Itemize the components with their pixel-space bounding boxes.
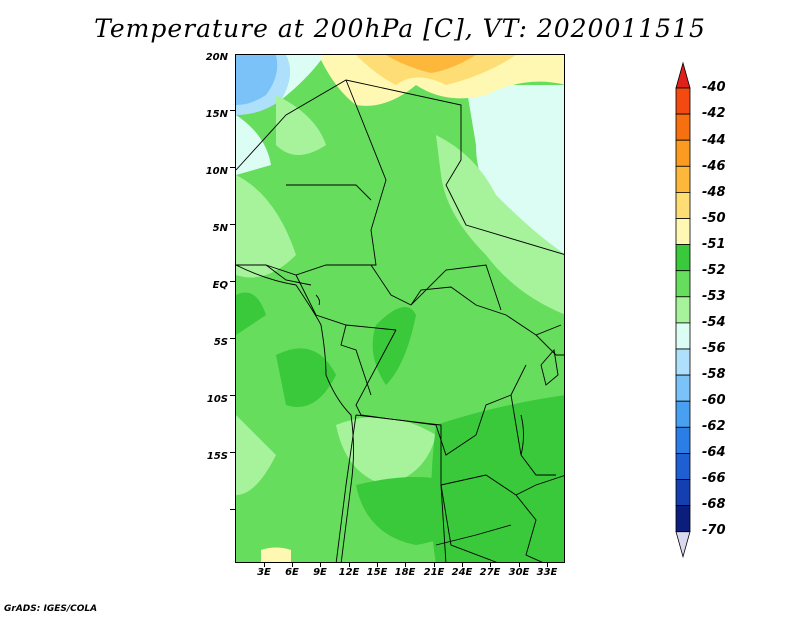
colorbar-label: -54: [702, 315, 726, 330]
colorbar-label: -51: [702, 237, 726, 252]
colorbar-label: -48: [702, 185, 726, 200]
colorbar-segment: [675, 426, 691, 454]
lat-label: 5N: [212, 223, 228, 234]
lon-tick: [490, 563, 491, 567]
colorbar-segment: [675, 400, 691, 428]
lon-tick: [320, 563, 321, 567]
lon-label: 9E: [313, 567, 327, 578]
colorbar-label: -64: [702, 445, 726, 460]
colorbar-segment: [675, 479, 691, 507]
field-52-south: [356, 477, 486, 545]
colorbar-segment: [675, 270, 691, 298]
colorbar-label: -56: [702, 341, 726, 356]
lon-label: 6E: [285, 567, 299, 578]
field-52-se: [431, 395, 564, 562]
colorbar-segment: [675, 218, 691, 246]
lon-label: 33E: [536, 567, 558, 578]
colorbar-segment: [675, 191, 691, 219]
lon-label: 30E: [508, 567, 530, 578]
colorbar-label: -58: [702, 367, 726, 382]
map-panel: [235, 54, 565, 563]
colorbar-segment: [675, 348, 691, 376]
colorbar-label: -62: [702, 419, 726, 434]
colorbar-label: -52: [702, 263, 726, 278]
lon-label: 3E: [257, 567, 271, 578]
colorbar-label: -44: [702, 133, 726, 148]
lat-label: EQ: [212, 280, 228, 291]
colorbar-label: -68: [702, 497, 726, 512]
lon-tick: [405, 563, 406, 567]
lat-label: 15S: [206, 451, 228, 462]
lon-tick: [292, 563, 293, 567]
colorbar-label: -53: [702, 289, 726, 304]
colorbar-segment: [675, 139, 691, 167]
colorbar-segment: [675, 244, 691, 272]
colorbar-segment: [675, 87, 691, 115]
field-52-central: [372, 307, 416, 385]
lon-tick: [547, 563, 548, 567]
colorbar-segment: [675, 165, 691, 193]
colorbar-segment: [675, 296, 691, 324]
lat-tick: [230, 395, 235, 396]
lon-tick: [264, 563, 265, 567]
colorbar-top-arrow: [675, 61, 691, 89]
colorbar-label: -40: [702, 80, 726, 95]
lon-label: 27E: [479, 567, 501, 578]
lat-label: 15N: [205, 109, 228, 120]
lon-label: 24E: [451, 567, 473, 578]
lon-tick: [349, 563, 350, 567]
colorbar-segment: [675, 505, 691, 533]
field-colder-nw: [236, 55, 278, 105]
colorbar-segment: [675, 322, 691, 350]
colorbar: [675, 61, 691, 559]
field-53-west: [236, 175, 296, 278]
lon-tick: [377, 563, 378, 567]
lat-tick: [230, 167, 235, 168]
lat-tick: [230, 281, 235, 282]
colorbar-label: -60: [702, 393, 726, 408]
field-53-east: [436, 135, 564, 315]
lat-tick: [230, 452, 235, 453]
temperature-map: [236, 55, 564, 562]
lon-tick: [519, 563, 520, 567]
lat-tick: [230, 224, 235, 225]
lat-tick: [230, 338, 235, 339]
chart-title: Temperature at 200hPa [C], VT: 202001151…: [94, 14, 706, 43]
lat-label: 5S: [213, 337, 228, 348]
colorbar-segment: [675, 452, 691, 480]
lat-label: 20N: [205, 52, 228, 63]
colorbar-label: -46: [702, 159, 726, 174]
colorbar-bottom-arrow: [675, 531, 691, 559]
lon-label: 12E: [338, 567, 360, 578]
country-borders: [236, 79, 564, 562]
colorbar-label: -50: [702, 211, 726, 226]
lat-tick: [230, 110, 235, 111]
colorbar-label: -66: [702, 471, 726, 486]
colorbar-label: -70: [702, 523, 726, 538]
lat-tick: [230, 509, 235, 510]
lat-label: 10S: [206, 394, 228, 405]
lon-label: 18E: [394, 567, 416, 578]
lon-tick: [434, 563, 435, 567]
field-54-ne: [466, 85, 564, 283]
colorbar-segment: [675, 374, 691, 402]
field-warm-46: [386, 55, 476, 73]
lon-label: 21E: [423, 567, 445, 578]
colorbar-label: -42: [702, 106, 726, 121]
footer-credit: GrADS: IGES/COLA: [4, 604, 98, 614]
lon-tick: [462, 563, 463, 567]
lat-label: 10N: [205, 166, 228, 177]
colorbar-segment: [675, 113, 691, 141]
lon-label: 15E: [366, 567, 388, 578]
coastline: [236, 264, 524, 562]
